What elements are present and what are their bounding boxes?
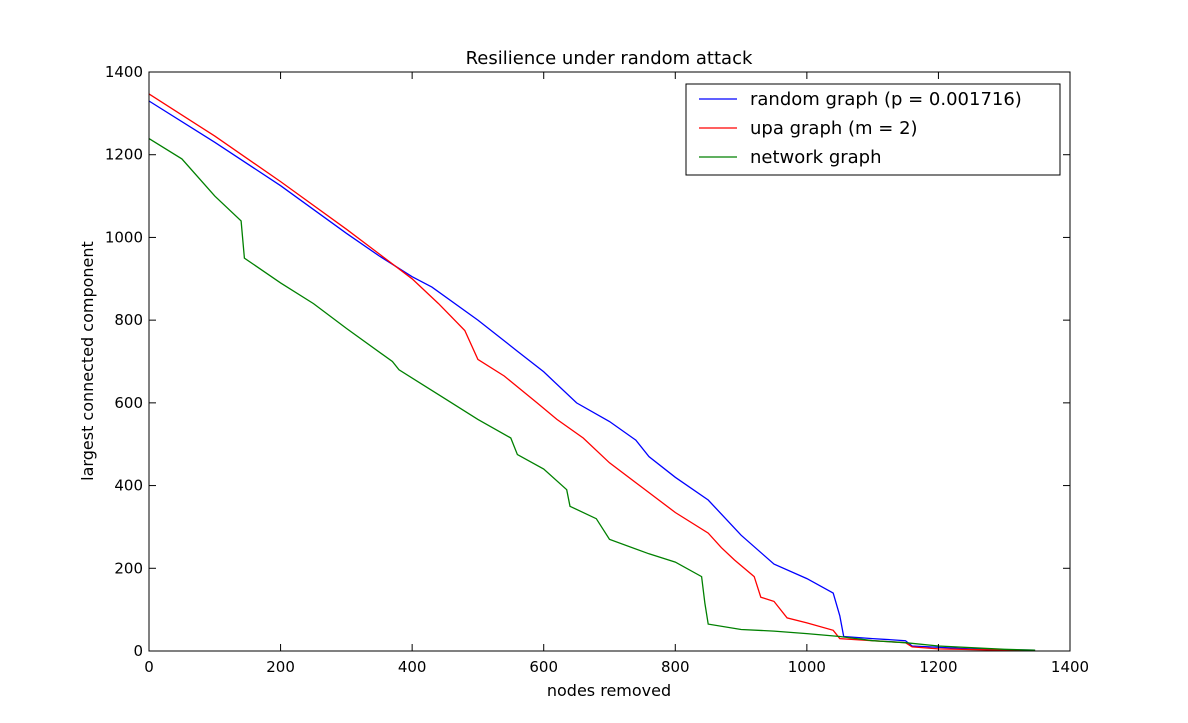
x-tick-label-7: 1400 [1051,658,1089,676]
series-line-0 [148,100,1036,651]
y-tick-label-5: 1000 [105,228,143,246]
x-tick-label-1: 200 [266,658,295,676]
y-tick-label-3: 600 [114,394,143,412]
ticks-layer: 0 200 400 600 800 1000 1200 1400 0 200 400 600 800 10… [105,63,1089,676]
x-tick-label-5: 1000 [788,658,826,676]
y-tick-label-7: 1400 [105,63,143,81]
legend: random graph (p = 0.001716) upa graph (m … [685,83,1061,176]
legend-label-0: random graph (p = 0.001716) [750,89,1022,110]
series-line-2 [148,138,1036,651]
series-line-1 [148,93,1036,652]
chart-title: Resilience under random attack [466,48,753,69]
series-layer [148,93,1036,652]
plot-frame [148,71,1071,652]
x-tick-label-4: 800 [661,658,690,676]
y-tick-label-0: 0 [133,642,143,660]
x-tick-label-3: 600 [529,658,558,676]
y-tick-label-1: 200 [114,559,143,577]
x-tick-label-2: 400 [398,658,427,676]
x-axis-label: nodes removed [547,681,671,700]
y-tick-label-6: 1200 [105,146,143,164]
y-tick-label-4: 800 [114,311,143,329]
x-tick-label-6: 1200 [919,658,957,676]
x-tick-label-0: 0 [144,658,154,676]
legend-label-2: network graph [750,147,882,168]
y-axis-label: largest connected component [78,241,97,481]
y-tick-label-2: 400 [114,477,143,495]
legend-box [685,83,1061,176]
legend-label-1: upa graph (m = 2) [750,118,918,139]
